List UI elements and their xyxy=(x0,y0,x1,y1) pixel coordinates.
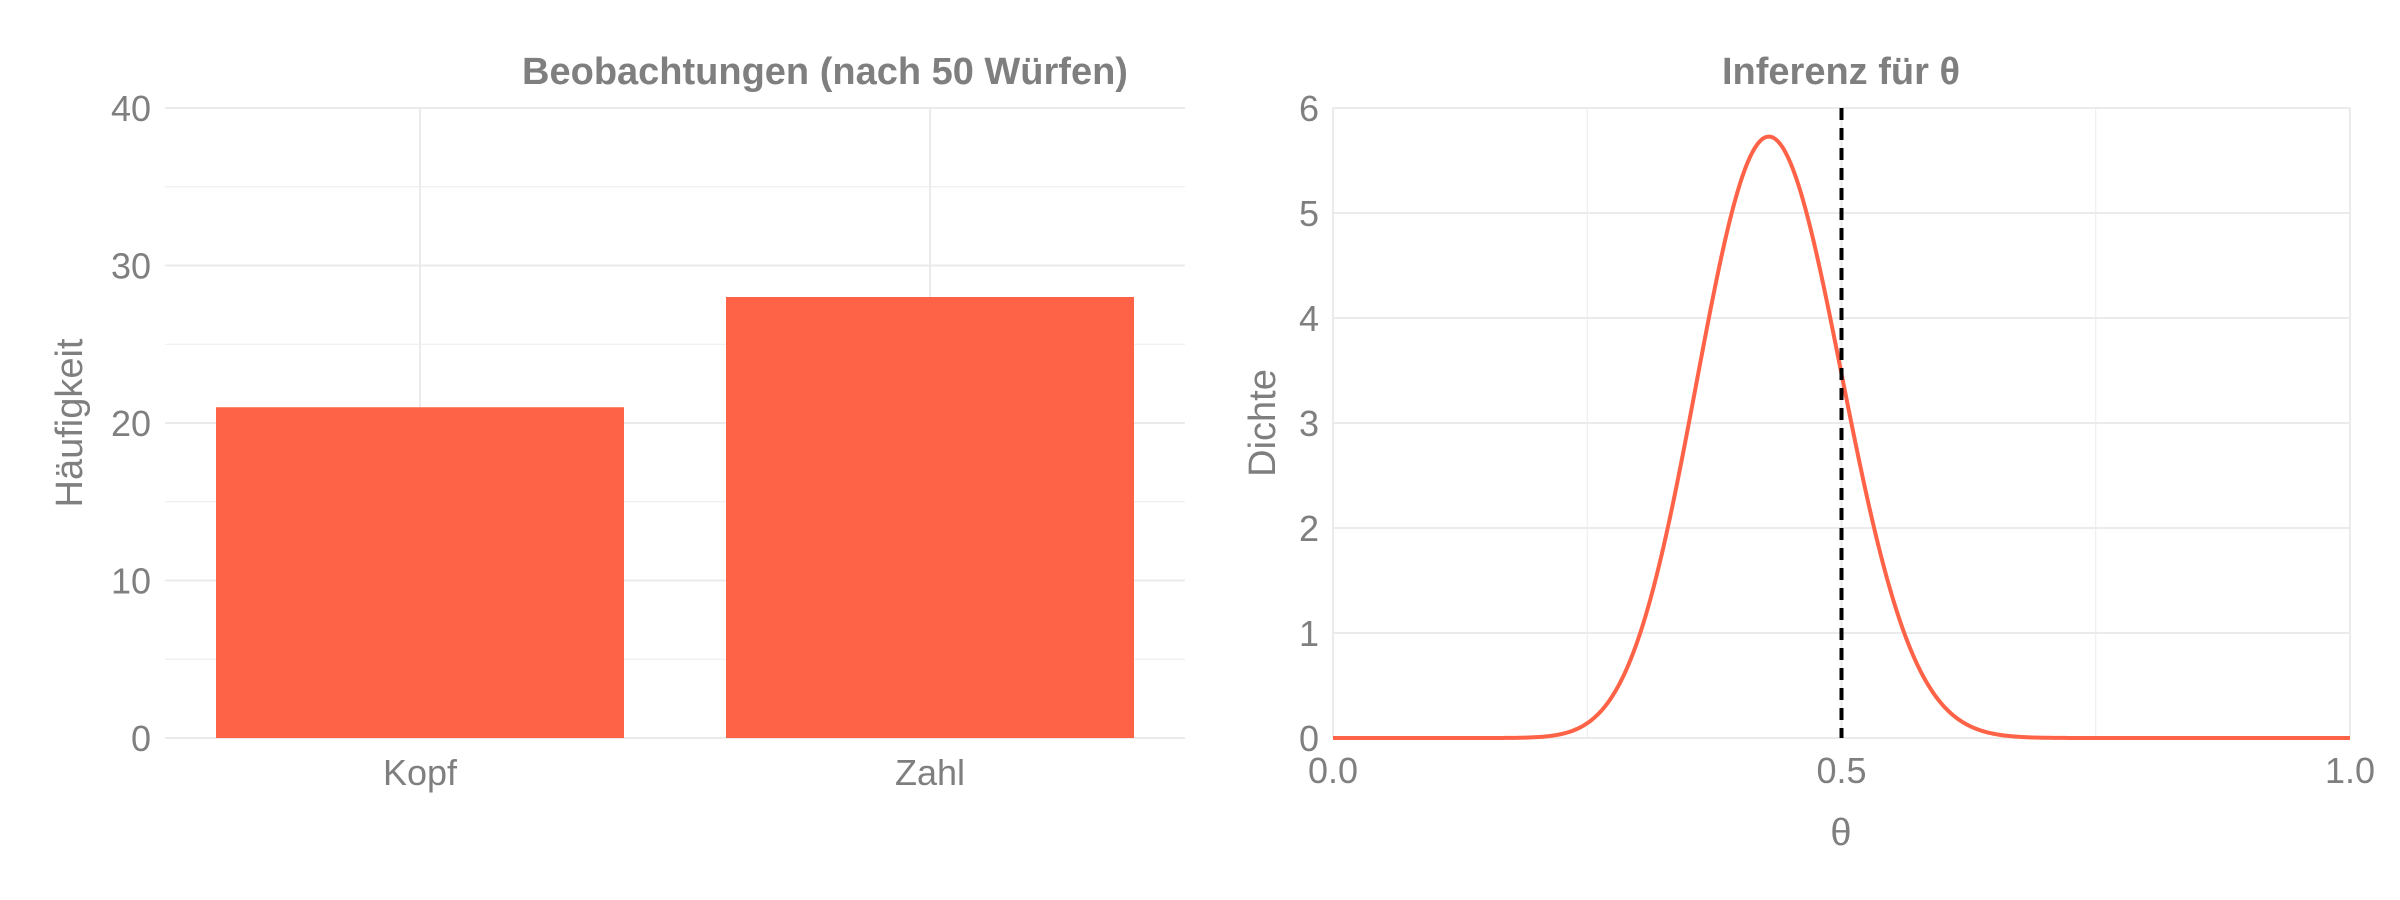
bar-chart-y-tick-label: 10 xyxy=(111,561,151,602)
density-chart-x-tick-label: 0.5 xyxy=(1816,750,1866,791)
density-chart-y-tick-label: 0 xyxy=(1299,718,1319,759)
bar-chart-y-tick-label: 30 xyxy=(111,246,151,287)
density-chart-y-tick-label: 1 xyxy=(1299,613,1319,654)
density-chart-y-tick-label: 4 xyxy=(1299,298,1319,339)
bar-chart-y-label: Häufigkeit xyxy=(49,338,91,507)
bar-chart-title: Beobachtungen (nach 50 Würfen) xyxy=(522,51,1128,93)
density-chart-y-tick-label: 5 xyxy=(1299,193,1319,234)
bar-chart-x-tick-label: Kopf xyxy=(383,752,458,793)
density-chart-panel: 0 1 2 3 4 5 6 0.0 0.5 1.0 Inferenz für θ θ Dicht… xyxy=(1242,51,2375,854)
density-chart-y-tick-label: 2 xyxy=(1299,508,1319,549)
density-chart-grid xyxy=(1332,107,2351,739)
bar-kopf xyxy=(216,407,624,738)
density-chart-title: Inferenz für θ xyxy=(1722,51,1960,93)
bar-chart-panel: 0 10 20 30 40 Kopf Zahl Beobachtungen (nach 5… xyxy=(49,51,1185,793)
density-chart-y-tick-label: 3 xyxy=(1299,403,1319,444)
density-chart-y-label: Dichte xyxy=(1242,369,1284,477)
density-chart-x-label: θ xyxy=(1830,812,1851,854)
bar-chart-y-ticks: 0 10 20 30 40 xyxy=(111,88,151,759)
bar-chart-y-tick-label: 0 xyxy=(131,718,151,759)
density-chart-x-ticks: 0.0 0.5 1.0 xyxy=(1308,750,2375,791)
bar-chart-y-tick-label: 20 xyxy=(111,403,151,444)
density-chart-x-tick-label: 0.0 xyxy=(1308,750,1358,791)
bar-chart-x-ticks: Kopf Zahl xyxy=(383,752,965,793)
bar-chart-x-tick-label: Zahl xyxy=(895,752,965,793)
density-chart-x-tick-label: 1.0 xyxy=(2325,750,2375,791)
bar-chart-bars xyxy=(216,297,1134,738)
density-chart-y-ticks: 0 1 2 3 4 5 6 xyxy=(1299,88,1319,759)
bar-zahl xyxy=(726,297,1134,738)
bar-chart-y-tick-label: 40 xyxy=(111,88,151,129)
density-chart-y-tick-label: 6 xyxy=(1299,88,1319,129)
